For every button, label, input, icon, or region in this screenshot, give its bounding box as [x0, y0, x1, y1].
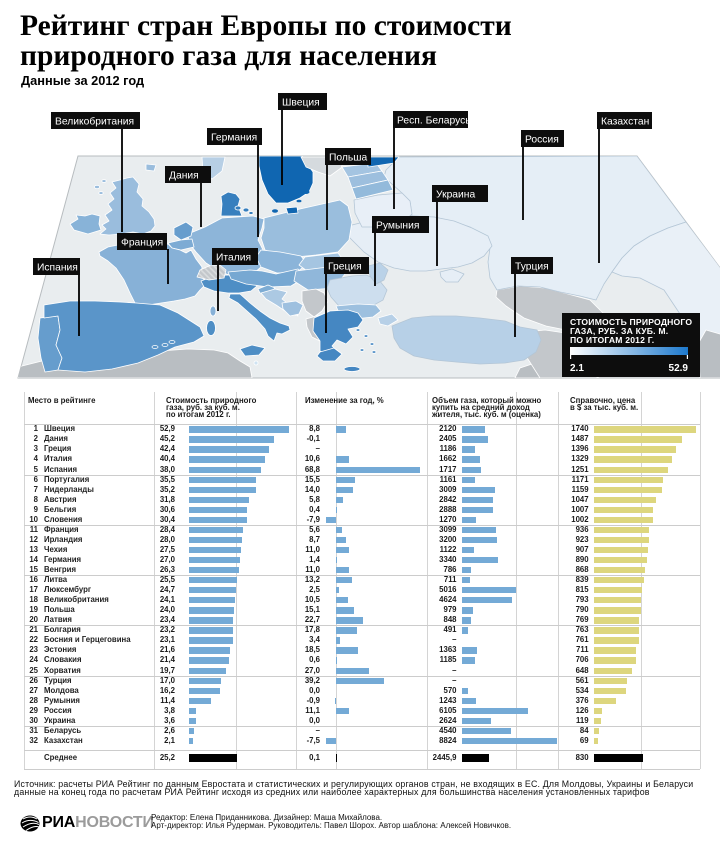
svg-text:Швеция: Швеция — [282, 98, 320, 109]
svg-text:ГАЗА, РУБ. ЗА КУБ. М.: ГАЗА, РУБ. ЗА КУБ. М. — [570, 326, 668, 336]
svg-text:Россия: Россия — [525, 135, 559, 146]
svg-text:Великобритания: Великобритания — [55, 116, 134, 128]
svg-text:52.9: 52.9 — [669, 363, 689, 374]
svg-text:ПО ИТОГАМ 2012 Г.: ПО ИТОГАМ 2012 Г. — [570, 335, 654, 345]
svg-text:Украина: Украина — [436, 190, 475, 201]
svg-text:Италия: Италия — [216, 253, 251, 264]
svg-text:Польша: Польша — [329, 153, 368, 164]
svg-text:Турция: Турция — [515, 262, 549, 273]
svg-text:Испания: Испания — [37, 263, 78, 274]
svg-text:Румыния: Румыния — [376, 221, 419, 232]
svg-text:Дания: Дания — [169, 171, 199, 182]
svg-text:Респ. Беларусь: Респ. Беларусь — [397, 116, 471, 127]
svg-text:Греция: Греция — [328, 262, 362, 273]
svg-text:СТОИМОСТЬ ПРИРОДНОГО: СТОИМОСТЬ ПРИРОДНОГО — [570, 317, 692, 327]
svg-text:2.1: 2.1 — [570, 363, 584, 374]
svg-text:Германия: Германия — [211, 133, 257, 144]
svg-text:Казахстан: Казахстан — [601, 117, 649, 128]
svg-text:Франция: Франция — [121, 238, 163, 249]
